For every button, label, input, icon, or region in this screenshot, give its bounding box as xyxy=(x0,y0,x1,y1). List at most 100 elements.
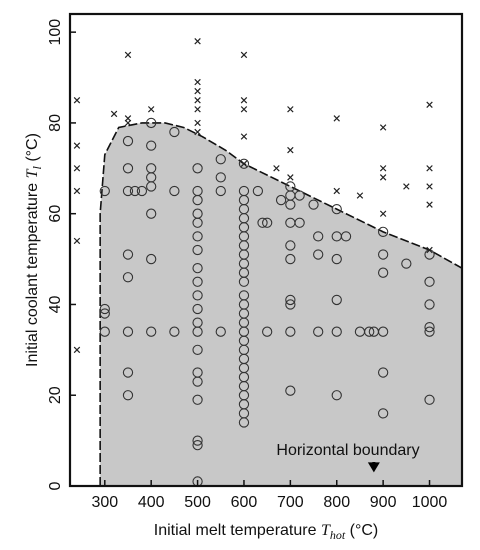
circle-marker xyxy=(331,390,342,401)
x-tick-label: 800 xyxy=(323,494,350,511)
cross-marker xyxy=(287,106,294,113)
cross-marker xyxy=(240,133,248,140)
cross-marker xyxy=(194,38,201,45)
y-tick-label: 100 xyxy=(47,19,64,46)
circle-marker xyxy=(238,158,250,169)
y-tick-label: 80 xyxy=(47,114,64,132)
circle-marker xyxy=(424,322,435,333)
x-tick-label: 700 xyxy=(277,494,304,511)
circle-marker xyxy=(146,140,157,151)
circle-marker xyxy=(192,326,203,337)
y-axis-title: Initial coolant temperature Tl (°C) xyxy=(24,133,44,367)
circle-marker xyxy=(192,376,203,387)
circle-marker xyxy=(377,326,389,337)
cross-marker xyxy=(194,78,201,86)
cross-marker xyxy=(194,97,201,104)
circle-marker xyxy=(192,217,203,228)
cross-marker xyxy=(333,187,340,195)
circle-marker xyxy=(99,303,110,315)
cross-marker xyxy=(73,97,81,104)
cross-marker xyxy=(73,142,81,149)
shaded-region xyxy=(100,122,462,486)
y-tick-label: 60 xyxy=(47,205,64,223)
circle-marker xyxy=(122,249,134,260)
cross-marker xyxy=(273,165,280,172)
x-axis-title: Initial melt temperature Thot (°C) xyxy=(154,522,379,542)
x-tick-label: 300 xyxy=(91,494,118,511)
circle-marker xyxy=(215,326,226,337)
annotation-horizontal-boundary: Horizontal boundary xyxy=(276,442,419,459)
circle-marker xyxy=(313,249,324,260)
circle-marker xyxy=(340,231,352,242)
circle-marker xyxy=(169,326,180,337)
circle-marker xyxy=(285,326,296,337)
cross-marker xyxy=(124,51,132,59)
cross-marker xyxy=(147,106,155,113)
circle-marker xyxy=(285,294,296,306)
cross-marker xyxy=(356,192,364,199)
circle-marker xyxy=(285,253,296,265)
circle-marker xyxy=(238,417,250,428)
y-tick-label: 40 xyxy=(47,295,64,313)
x-tick-label: 500 xyxy=(184,494,211,511)
circle-marker xyxy=(129,185,141,197)
circle-marker xyxy=(169,185,180,197)
circle-marker xyxy=(262,217,273,228)
circle-marker xyxy=(377,249,389,260)
cross-marker xyxy=(379,210,387,217)
cross-marker xyxy=(333,115,340,122)
circle-marker xyxy=(146,117,157,129)
cross-marker xyxy=(240,51,248,59)
cross-marker xyxy=(73,165,81,172)
circle-marker xyxy=(257,217,268,228)
circle-marker xyxy=(99,326,110,337)
circle-marker xyxy=(99,185,110,197)
circle-marker xyxy=(122,185,134,197)
circle-marker xyxy=(192,435,203,446)
cross-marker xyxy=(194,87,201,95)
cross-marker xyxy=(287,174,294,181)
circle-marker xyxy=(192,244,203,256)
cross-marker xyxy=(426,165,433,172)
circle-marker xyxy=(192,344,203,355)
cross-marker xyxy=(73,346,81,354)
circle-marker xyxy=(192,276,203,287)
circle-marker xyxy=(238,276,250,287)
x-tick-label: 1000 xyxy=(412,494,448,511)
cross-marker xyxy=(379,165,387,172)
circle-marker xyxy=(192,440,203,451)
cross-marker xyxy=(194,128,201,136)
circle-marker xyxy=(192,394,203,405)
circle-marker xyxy=(192,194,203,206)
circle-marker xyxy=(331,294,342,306)
circle-marker xyxy=(424,299,435,310)
circle-marker xyxy=(215,172,226,183)
circle-marker xyxy=(377,408,389,419)
circle-marker xyxy=(252,185,264,197)
circle-marker xyxy=(331,326,342,337)
plot-area xyxy=(73,38,462,487)
circle-marker xyxy=(424,394,435,405)
circle-marker xyxy=(146,208,157,219)
circle-marker xyxy=(122,390,134,401)
annotation-arrow xyxy=(367,462,380,473)
cross-marker xyxy=(73,187,81,195)
circle-marker xyxy=(192,303,203,315)
circle-marker xyxy=(313,326,324,337)
circle-marker xyxy=(122,163,134,174)
circle-marker xyxy=(192,163,203,174)
cross-marker xyxy=(124,119,132,127)
circle-marker xyxy=(122,367,134,378)
y-axis-ticks: 0 20 40 60 80 100 xyxy=(47,19,76,490)
circle-marker xyxy=(136,185,148,197)
circle-marker xyxy=(192,231,203,242)
circle-marker xyxy=(122,326,134,337)
cross-marker xyxy=(379,124,387,131)
circle-marker xyxy=(285,240,296,251)
cross-marker xyxy=(426,183,433,190)
cross-marker xyxy=(240,106,248,113)
circle-marker xyxy=(275,194,287,206)
cross-marker xyxy=(287,146,294,154)
cross-marker xyxy=(73,237,81,245)
